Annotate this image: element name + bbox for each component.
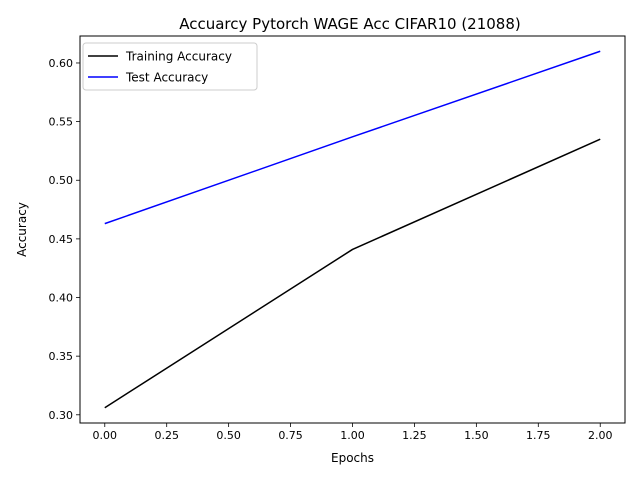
y-axis-label: Accuracy (15, 202, 29, 257)
y-tick-label: 0.55 (49, 116, 74, 129)
x-tick-label: 1.25 (402, 429, 427, 442)
series-line-1 (104, 50, 601, 225)
y-tick-label: 0.35 (49, 350, 74, 363)
x-axis-label: Epochs (331, 451, 374, 465)
y-tick-label: 0.45 (49, 233, 74, 246)
plot-area (104, 50, 601, 409)
x-tick-label: 1.75 (526, 429, 551, 442)
legend-label-1: Test Accuracy (125, 71, 208, 85)
x-tick-label: 0.50 (216, 429, 241, 442)
y-tick-label: 0.30 (49, 409, 74, 422)
y-tick-label: 0.50 (49, 174, 74, 187)
x-axis-ticks: 0.00 0.25 0.50 0.75 1.00 1.25 1.50 1.75 2.00 (93, 423, 613, 442)
legend: Training Accuracy Test Accuracy (82, 42, 258, 91)
x-tick-label: 0.00 (93, 429, 118, 442)
legend-label-0: Training Accuracy (125, 50, 232, 64)
x-tick-label: 2.00 (588, 429, 613, 442)
x-tick-label: 1.00 (340, 429, 365, 442)
y-axis-ticks: 0.30 0.35 0.40 0.45 0.50 0.55 0.60 (49, 57, 80, 422)
chart-title: Accuarcy Pytorch WAGE Acc CIFAR10 (21088… (179, 15, 521, 33)
x-tick-label: 0.75 (278, 429, 303, 442)
plot-frame (79, 35, 626, 424)
x-tick-label: 0.25 (154, 429, 179, 442)
y-tick-label: 0.60 (49, 57, 74, 70)
y-tick-label: 0.40 (49, 292, 74, 305)
series-line-0 (104, 138, 601, 409)
x-tick-label: 1.50 (464, 429, 489, 442)
legend-box (82, 42, 258, 91)
